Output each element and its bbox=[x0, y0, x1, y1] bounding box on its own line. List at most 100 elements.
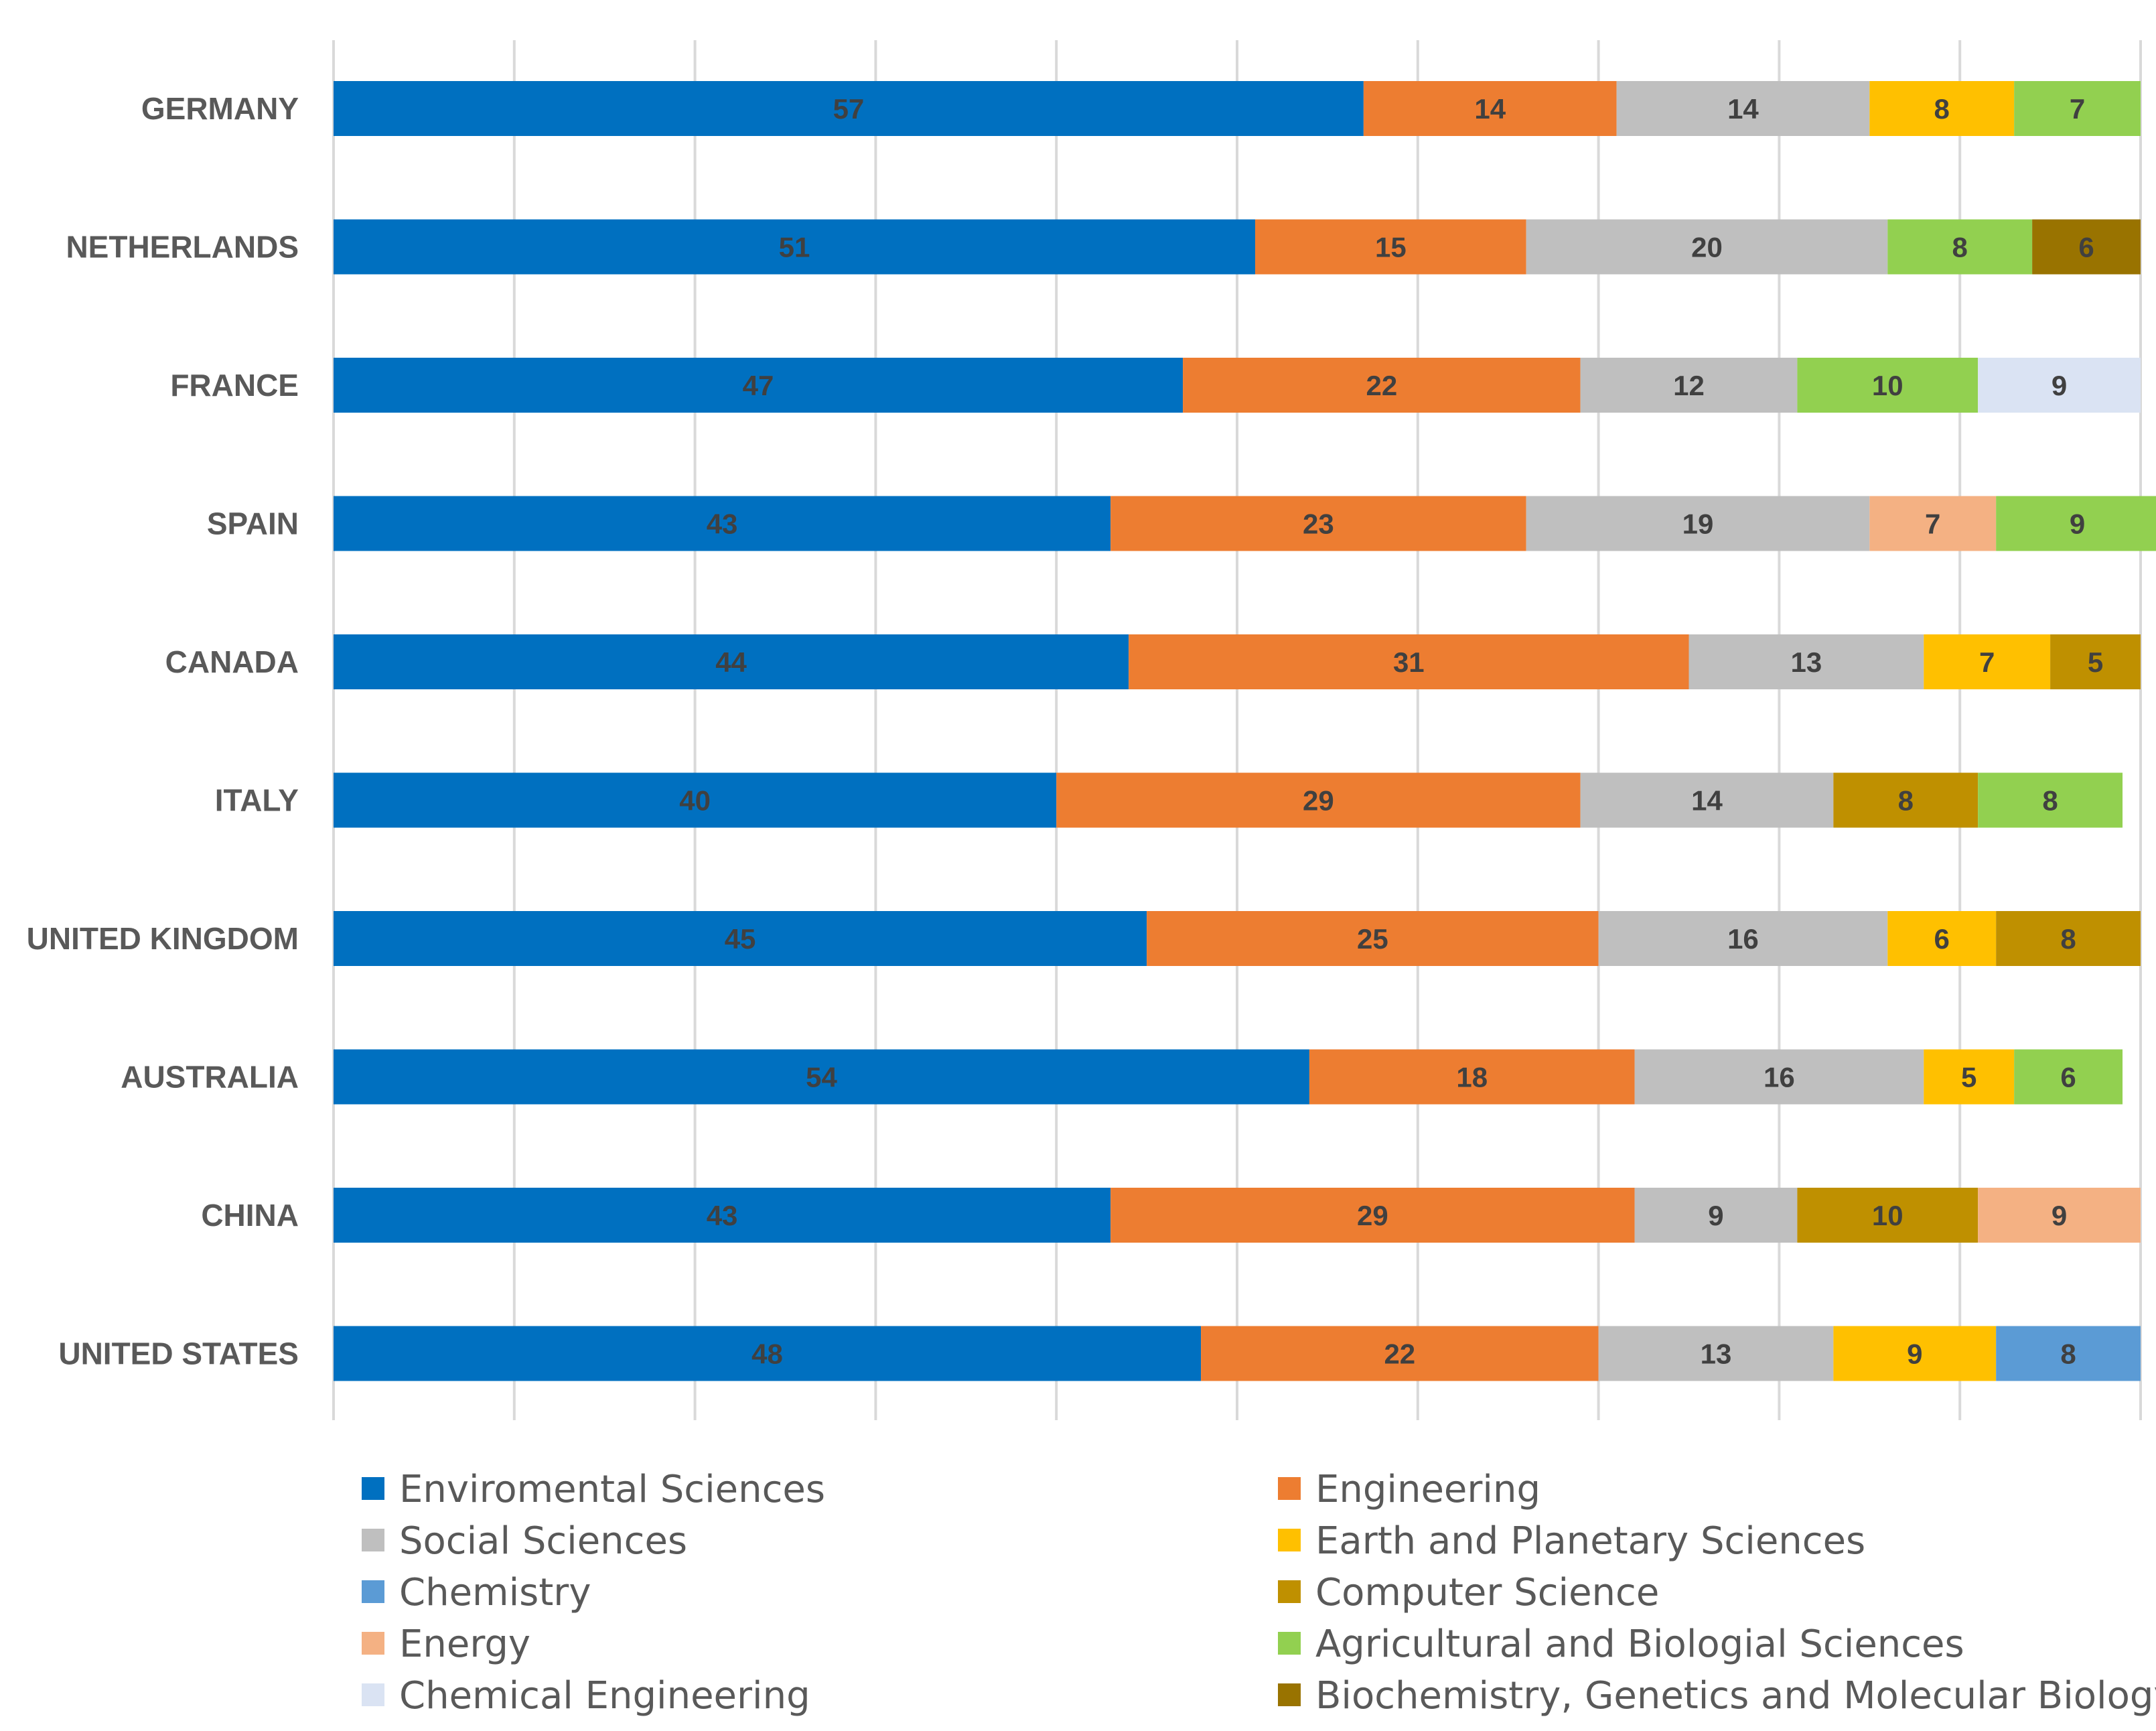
bar-segment-spain-enviromental-sciences bbox=[334, 496, 1111, 551]
data-label-united-states-social-sciences: 13 bbox=[1701, 1338, 1732, 1370]
bar-segment-china-computer-science bbox=[1797, 1188, 1979, 1243]
data-label-germany-social-sciences: 14 bbox=[1727, 93, 1759, 125]
data-label-spain-engineering: 23 bbox=[1303, 508, 1334, 540]
legend-item-chemical-engineering: Chemical Engineering bbox=[362, 1674, 810, 1718]
bar-segment-united-states-enviromental-sciences bbox=[334, 1326, 1202, 1381]
bar-segment-france-enviromental-sciences bbox=[334, 358, 1183, 413]
legend-item-agricultural-and-biologial-sciences: Agricultural and Biologial Sciences bbox=[1278, 1622, 1964, 1666]
data-label-germany-earth-and-planetary-sciences: 8 bbox=[1934, 93, 1950, 125]
bar-segment-spain-engineering bbox=[1110, 496, 1526, 551]
legend-item-energy: Energy bbox=[362, 1622, 530, 1666]
category-label-germany: GERMANY bbox=[141, 91, 299, 126]
data-label-netherlands-enviromental-sciences: 51 bbox=[779, 232, 810, 263]
bar-segment-australia-engineering bbox=[1309, 1049, 1635, 1105]
category-labels: GERMANY NETHERLANDS FRANCE SPAIN CANADA ITALY… bbox=[27, 91, 299, 1371]
bar-segment-canada-computer-science bbox=[2050, 634, 2141, 689]
bar-segment-china-enviromental-sciences bbox=[334, 1188, 1111, 1243]
data-label-italy-agricultural-and-biologial-sciences: 8 bbox=[2042, 785, 2058, 817]
bar-segment-united-states-earth-and-planetary-sciences bbox=[1833, 1326, 1997, 1381]
bar-segment-united-kingdom-computer-science bbox=[1996, 911, 2141, 966]
bar-segment-china-energy bbox=[1978, 1188, 2141, 1243]
bar-segment-netherlands-agricultural-and-biologial-sciences bbox=[1887, 219, 2033, 275]
bar-segment-united-kingdom-engineering bbox=[1147, 911, 1599, 966]
legend-label-chemical-engineering: Chemical Engineering bbox=[399, 1674, 810, 1718]
data-label-australia-engineering: 18 bbox=[1456, 1062, 1488, 1093]
bar-segment-italy-social-sciences bbox=[1580, 772, 1834, 828]
data-label-germany-agricultural-and-biologial-sciences: 7 bbox=[2070, 93, 2085, 125]
bar-segment-france-chemical-engineering bbox=[1978, 358, 2141, 413]
bar-segment-germany-agricultural-and-biologial-sciences bbox=[2014, 81, 2141, 136]
category-label-united-states: UNITED STATES bbox=[58, 1336, 299, 1371]
bar-segment-united-kingdom-earth-and-planetary-sciences bbox=[1887, 911, 1997, 966]
bar-segment-germany-enviromental-sciences bbox=[334, 81, 1364, 136]
bar-segment-netherlands-social-sciences bbox=[1526, 219, 1888, 275]
bar-segment-germany-social-sciences bbox=[1616, 81, 1870, 136]
data-label-china-engineering: 29 bbox=[1357, 1200, 1388, 1231]
bar-segment-canada-earth-and-planetary-sciences bbox=[1924, 634, 2051, 689]
bar-segment-australia-agricultural-and-biologial-sciences bbox=[2014, 1049, 2123, 1105]
bar-segment-italy-engineering bbox=[1056, 772, 1581, 828]
data-label-canada-engineering: 31 bbox=[1393, 646, 1425, 678]
legend-item-enviromental-sciences: Enviromental Sciences bbox=[362, 1468, 825, 1511]
category-label-canada: CANADA bbox=[165, 644, 299, 679]
category-label-united-kingdom: UNITED KINGDOM bbox=[27, 921, 299, 956]
data-label-china-computer-science: 10 bbox=[1872, 1200, 1903, 1231]
bar-segment-spain-energy bbox=[1869, 496, 1997, 551]
bar-segment-canada-engineering bbox=[1129, 634, 1689, 689]
data-label-italy-engineering: 29 bbox=[1303, 785, 1334, 817]
bar-segment-australia-social-sciences bbox=[1634, 1049, 1924, 1105]
data-label-china-enviromental-sciences: 43 bbox=[707, 1200, 738, 1231]
legend-swatch-biochemistry-genetics-and-molecular-biology bbox=[1278, 1683, 1301, 1706]
data-label-china-social-sciences: 9 bbox=[1708, 1200, 1723, 1231]
data-label-australia-agricultural-and-biologial-sciences: 6 bbox=[2060, 1062, 2076, 1093]
legend-swatch-energy bbox=[362, 1632, 384, 1655]
legend-label-computer-science: Computer Science bbox=[1315, 1571, 1659, 1614]
legend-swatch-agricultural-and-biologial-sciences bbox=[1278, 1632, 1301, 1655]
bar-segment-germany-engineering bbox=[1363, 81, 1617, 136]
bar-segment-spain-social-sciences bbox=[1526, 496, 1870, 551]
data-label-netherlands-agricultural-and-biologial-sciences: 8 bbox=[1952, 232, 1968, 263]
data-label-united-kingdom-earth-and-planetary-sciences: 6 bbox=[1934, 923, 1950, 955]
data-label-canada-social-sciences: 13 bbox=[1791, 646, 1822, 678]
data-label-china-energy: 9 bbox=[2052, 1200, 2067, 1231]
data-label-canada-enviromental-sciences: 44 bbox=[715, 646, 747, 678]
legend-swatch-chemistry bbox=[362, 1580, 384, 1603]
bar-segment-netherlands-enviromental-sciences bbox=[334, 219, 1255, 275]
legend-label-chemistry: Chemistry bbox=[399, 1571, 591, 1614]
data-label-france-chemical-engineering: 9 bbox=[2052, 370, 2067, 401]
legend-label-social-sciences: Social Sciences bbox=[399, 1519, 687, 1563]
legend-swatch-enviromental-sciences bbox=[362, 1477, 384, 1500]
bar-segment-canada-enviromental-sciences bbox=[334, 634, 1129, 689]
category-label-italy: ITALY bbox=[215, 783, 299, 818]
data-label-germany-enviromental-sciences: 57 bbox=[833, 93, 865, 125]
legend-label-agricultural-and-biologial-sciences: Agricultural and Biologial Sciences bbox=[1315, 1622, 1964, 1666]
legend-swatch-chemical-engineering bbox=[362, 1683, 384, 1706]
data-label-united-states-enviromental-sciences: 48 bbox=[751, 1338, 783, 1370]
category-label-australia: AUSTRALIA bbox=[121, 1060, 299, 1095]
data-label-united-kingdom-social-sciences: 16 bbox=[1727, 923, 1759, 955]
legend-item-engineering: Engineering bbox=[1278, 1468, 1540, 1511]
legend-swatch-computer-science bbox=[1278, 1580, 1301, 1603]
bar-segment-italy-computer-science bbox=[1833, 772, 1979, 828]
bar-segment-germany-earth-and-planetary-sciences bbox=[1869, 81, 2015, 136]
data-label-australia-enviromental-sciences: 54 bbox=[806, 1062, 837, 1093]
bar-segment-australia-enviromental-sciences bbox=[334, 1049, 1309, 1105]
data-label-italy-enviromental-sciences: 40 bbox=[679, 785, 711, 817]
data-label-australia-social-sciences: 16 bbox=[1764, 1062, 1795, 1093]
legend-item-computer-science: Computer Science bbox=[1278, 1571, 1659, 1614]
data-label-france-enviromental-sciences: 47 bbox=[743, 370, 774, 401]
category-label-netherlands: NETHERLANDS bbox=[66, 230, 299, 265]
data-label-australia-earth-and-planetary-sciences: 5 bbox=[1961, 1062, 1977, 1093]
data-label-united-states-earth-and-planetary-sciences: 9 bbox=[1907, 1338, 1922, 1370]
data-label-canada-computer-science: 5 bbox=[2088, 646, 2103, 678]
data-label-spain-agricultural-and-biologial-sciences: 9 bbox=[2070, 508, 2085, 540]
data-label-germany-engineering: 14 bbox=[1474, 93, 1506, 125]
data-label-france-social-sciences: 12 bbox=[1673, 370, 1705, 401]
data-label-netherlands-biochemistry-genetics-and-molecular-biology: 6 bbox=[2078, 232, 2094, 263]
legend-label-energy: Energy bbox=[399, 1622, 530, 1666]
bar-segment-netherlands-engineering bbox=[1254, 219, 1526, 275]
legend-label-enviromental-sciences: Enviromental Sciences bbox=[399, 1468, 825, 1511]
legend-label-earth-and-planetary-sciences: Earth and Planetary Sciences bbox=[1315, 1519, 1865, 1563]
bar-segment-united-states-engineering bbox=[1201, 1326, 1599, 1381]
category-label-spain: SPAIN bbox=[207, 506, 299, 541]
